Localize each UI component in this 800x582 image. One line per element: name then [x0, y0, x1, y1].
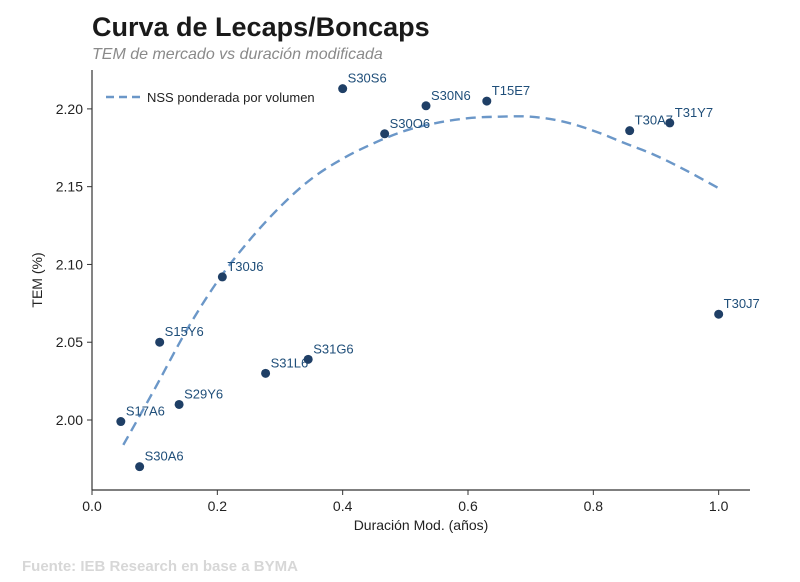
- point-label: T15E7: [492, 83, 530, 98]
- x-tick-label: 1.0: [709, 498, 729, 514]
- chart-subtitle: TEM de mercado vs duración modificada: [92, 46, 383, 63]
- data-point: [625, 126, 635, 136]
- points-layer: S17A6 S30A6 S15Y6 S29Y6 T30J6 S31L6 S31G6 S30S6…: [116, 71, 760, 472]
- source-note: Fuente: IEB Research en base a BYMA: [22, 558, 298, 575]
- data-point: [380, 129, 390, 139]
- data-point: [665, 118, 675, 128]
- x-axis-title: Duración Mod. (años): [354, 517, 489, 533]
- x-tick-label: 0.6: [458, 498, 478, 514]
- chart-title: Curva de Lecaps/Boncaps: [92, 12, 430, 42]
- y-tick-label: 2.10: [56, 256, 83, 272]
- point-label: S31G6: [313, 341, 353, 356]
- point-label: T30A7: [635, 113, 673, 128]
- data-point: [217, 272, 227, 282]
- data-point: [174, 399, 184, 409]
- point-label: S31L6: [271, 355, 309, 370]
- point-label: T30J7: [724, 296, 760, 311]
- data-point: [303, 354, 313, 364]
- y-axis-title: TEM (%): [29, 252, 45, 307]
- data-point: [116, 417, 126, 427]
- y-tick-label: 2.20: [56, 101, 83, 117]
- point-label: S17A6: [126, 404, 165, 419]
- y-tick-label: 2.00: [56, 412, 83, 428]
- data-point: [482, 96, 492, 106]
- data-point: [155, 337, 165, 347]
- data-point: [421, 101, 431, 111]
- point-label: S30S6: [348, 71, 387, 86]
- point-label: S15Y6: [165, 324, 204, 339]
- data-point: [261, 368, 271, 378]
- legend: NSS ponderada por volumen: [106, 90, 315, 105]
- point-label: T31Y7: [675, 105, 713, 120]
- data-point: [135, 462, 145, 472]
- point-label: S30N6: [431, 88, 471, 103]
- axes: 0.0 0.2 0.4 0.6 0.8 1.0 2.00 2.05 2.10 2.15 2.20 Du…: [29, 70, 750, 533]
- y-tick-label: 2.15: [56, 179, 83, 195]
- data-point: [338, 84, 348, 94]
- point-label: S29Y6: [184, 386, 223, 401]
- x-tick-label: 0.0: [82, 498, 102, 514]
- legend-label: NSS ponderada por volumen: [147, 90, 315, 105]
- point-label: T30J6: [227, 259, 263, 274]
- y-tick-label: 2.05: [56, 334, 83, 350]
- x-tick-label: 0.2: [208, 498, 228, 514]
- data-point: [714, 309, 724, 319]
- x-tick-label: 0.8: [584, 498, 604, 514]
- x-tick-label: 0.4: [333, 498, 353, 514]
- point-label: S30A6: [145, 449, 184, 464]
- point-label: S30O6: [390, 116, 430, 131]
